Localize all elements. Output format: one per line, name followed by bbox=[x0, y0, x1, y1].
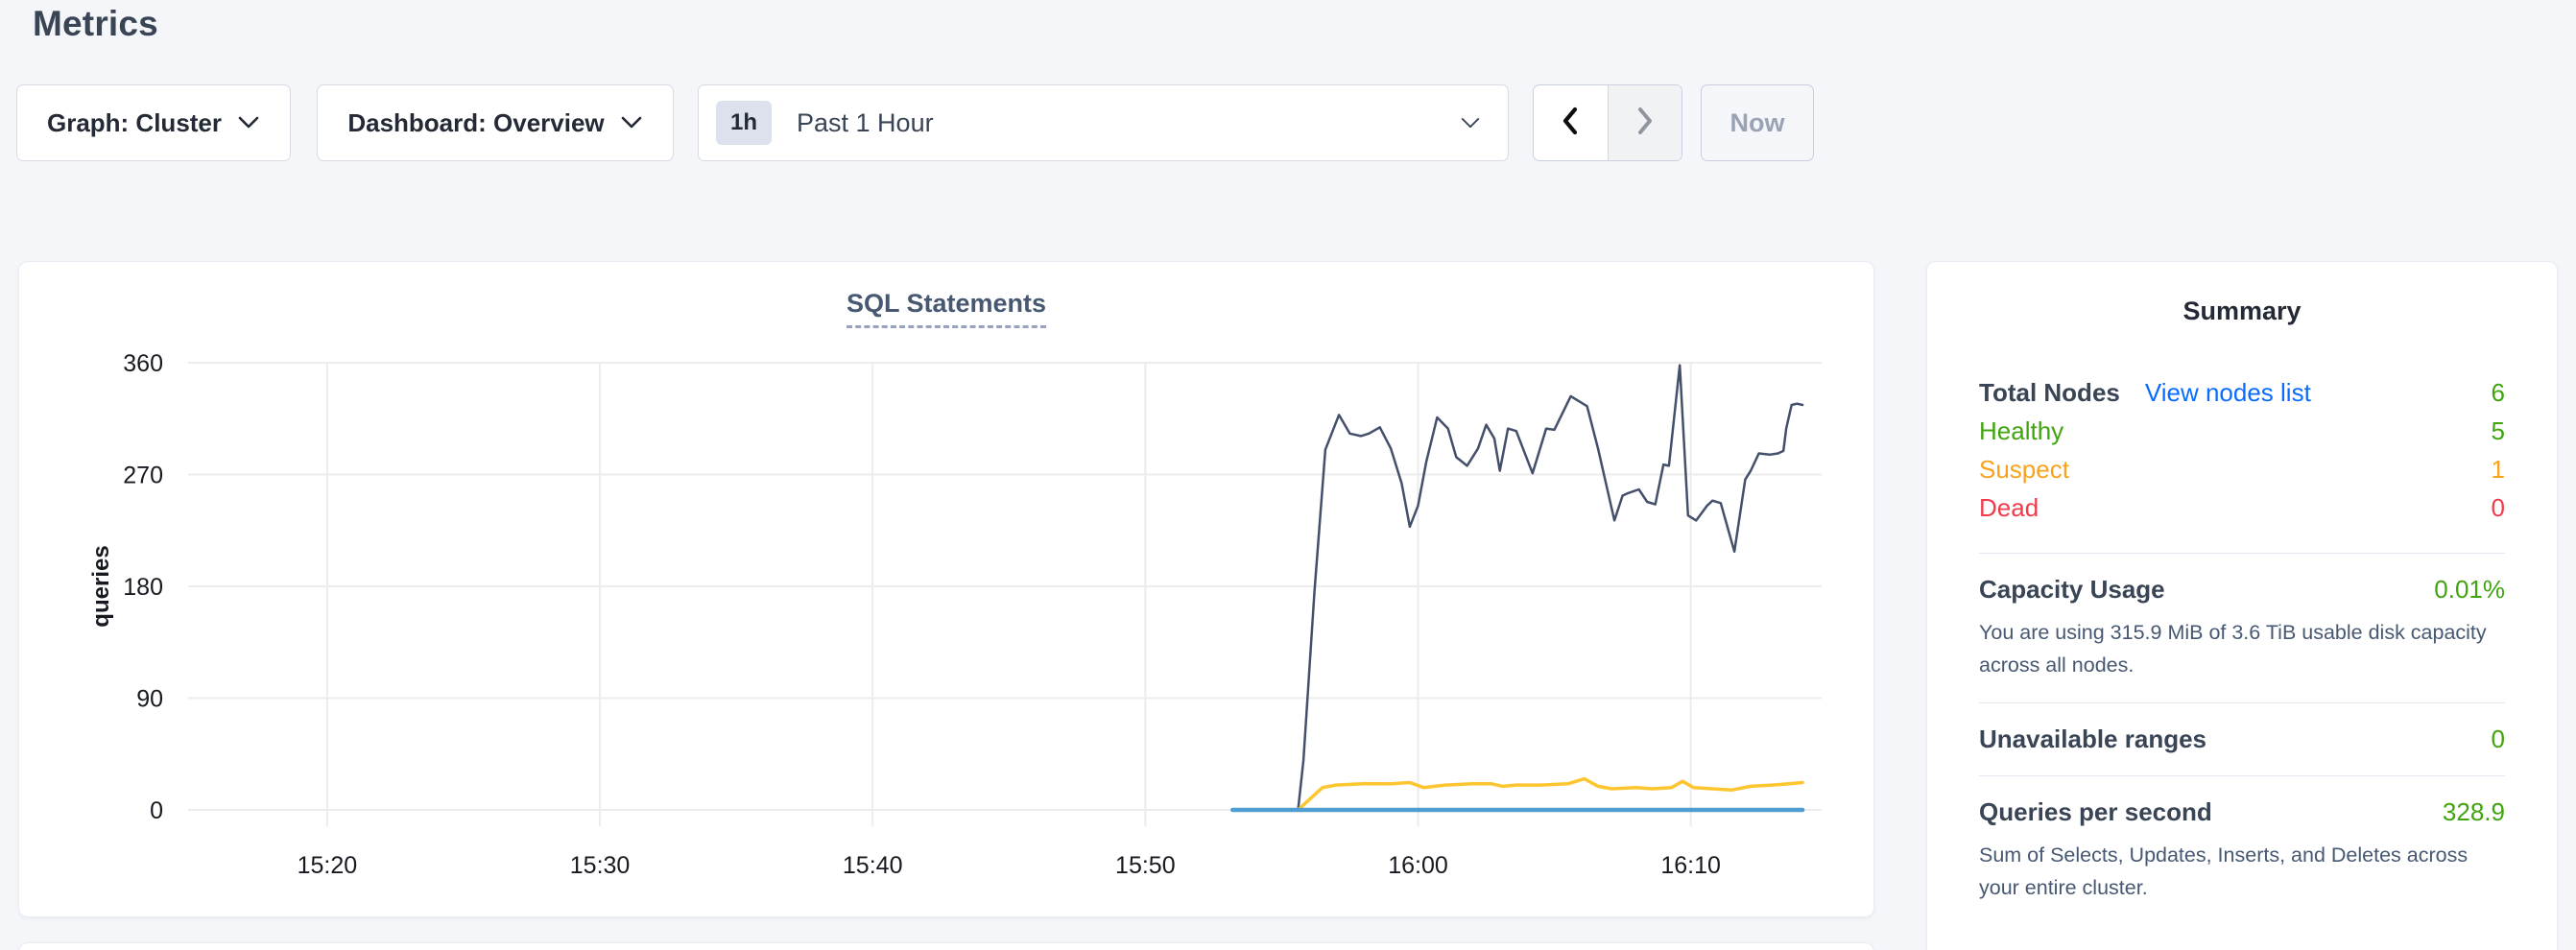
summary-title: Summary bbox=[2182, 297, 2302, 325]
dead-nodes-row: Dead 0 bbox=[1979, 493, 2505, 532]
svg-text:90: 90 bbox=[136, 686, 163, 713]
time-range-label: Past 1 Hour bbox=[797, 107, 934, 137]
now-button[interactable]: Now bbox=[1701, 84, 1814, 161]
dashboard-dropdown[interactable]: Dashboard: Overview bbox=[317, 84, 674, 161]
sql-statements-chart-card: SQL Statements queries 0 90 180 270 360 15:20… bbox=[18, 261, 1874, 917]
page-title: Metrics bbox=[33, 4, 158, 43]
graph-dropdown[interactable]: Graph: Cluster bbox=[16, 84, 291, 161]
capacity-usage-row: Capacity Usage 0.01% bbox=[1979, 575, 2505, 605]
time-range-badge: 1h bbox=[716, 101, 773, 145]
sql-statements-chart: 0 90 180 270 360 15:20 15:30 15:40 15:50 16:00 16:… bbox=[123, 350, 1822, 879]
total-nodes-value: 6 bbox=[2491, 378, 2505, 407]
healthy-label: Healthy bbox=[1979, 416, 2064, 445]
divider bbox=[1979, 702, 2505, 703]
chevron-down-icon bbox=[620, 115, 643, 131]
dead-value: 0 bbox=[2491, 493, 2505, 522]
svg-text:16:00: 16:00 bbox=[1388, 852, 1448, 879]
suspect-label: Suspect bbox=[1979, 455, 2069, 484]
svg-text:0: 0 bbox=[150, 797, 163, 824]
svg-text:180: 180 bbox=[123, 574, 163, 601]
svg-text:15:40: 15:40 bbox=[843, 852, 903, 879]
next-range-button[interactable] bbox=[1607, 85, 1682, 160]
svg-text:15:50: 15:50 bbox=[1115, 852, 1176, 879]
chart-title-link[interactable]: SQL Statements bbox=[846, 289, 1047, 328]
queries-per-second-value: 328.9 bbox=[2442, 797, 2505, 826]
svg-text:270: 270 bbox=[123, 463, 163, 489]
chart-title-row: SQL Statements bbox=[19, 289, 1873, 328]
svg-text:360: 360 bbox=[123, 350, 163, 377]
capacity-usage-description: You are using 315.9 MiB of 3.6 TiB usabl… bbox=[1979, 621, 2487, 677]
queries-per-second-label: Queries per second bbox=[1979, 797, 2212, 826]
total-nodes-row: Total Nodes View nodes list 6 bbox=[1979, 378, 2505, 416]
unavailable-ranges-label: Unavailable ranges bbox=[1979, 724, 2206, 753]
svg-text:15:30: 15:30 bbox=[570, 852, 631, 879]
prev-range-button[interactable] bbox=[1534, 85, 1608, 160]
suspect-value: 1 bbox=[2491, 455, 2505, 484]
queries-per-second-description: Sum of Selects, Updates, Inserts, and De… bbox=[1979, 843, 2469, 899]
healthy-nodes-row: Healthy 5 bbox=[1979, 416, 2505, 455]
chevron-left-icon bbox=[1558, 105, 1583, 142]
time-range-dropdown[interactable]: 1h Past 1 Hour bbox=[698, 84, 1509, 161]
capacity-usage-label: Capacity Usage bbox=[1979, 575, 2165, 604]
chevron-down-icon bbox=[237, 115, 260, 131]
divider bbox=[1979, 553, 2505, 554]
graph-dropdown-label: Graph: Cluster bbox=[46, 107, 223, 137]
next-chart-card bbox=[18, 942, 1874, 950]
suspect-nodes-row: Suspect 1 bbox=[1979, 455, 2505, 493]
total-nodes-label: Total Nodes bbox=[1979, 378, 2120, 407]
unavailable-ranges-row: Unavailable ranges 0 bbox=[1979, 724, 2505, 754]
dashboard-dropdown-label: Dashboard: Overview bbox=[347, 107, 605, 137]
svg-text:16:10: 16:10 bbox=[1660, 852, 1721, 879]
chevron-down-icon bbox=[1460, 116, 1481, 131]
time-pager bbox=[1533, 84, 1682, 161]
divider bbox=[1979, 775, 2505, 776]
summary-panel: Summary Total Nodes View nodes list 6 He… bbox=[1926, 261, 2558, 950]
view-nodes-list-link[interactable]: View nodes list bbox=[2144, 378, 2311, 407]
dead-label: Dead bbox=[1979, 493, 2039, 522]
unavailable-ranges-value: 0 bbox=[2491, 724, 2505, 753]
chevron-right-icon bbox=[1633, 105, 1658, 142]
capacity-usage-value: 0.01% bbox=[2434, 575, 2505, 604]
healthy-value: 5 bbox=[2491, 416, 2505, 445]
svg-text:15:20: 15:20 bbox=[298, 852, 358, 879]
queries-per-second-row: Queries per second 328.9 bbox=[1979, 797, 2505, 827]
